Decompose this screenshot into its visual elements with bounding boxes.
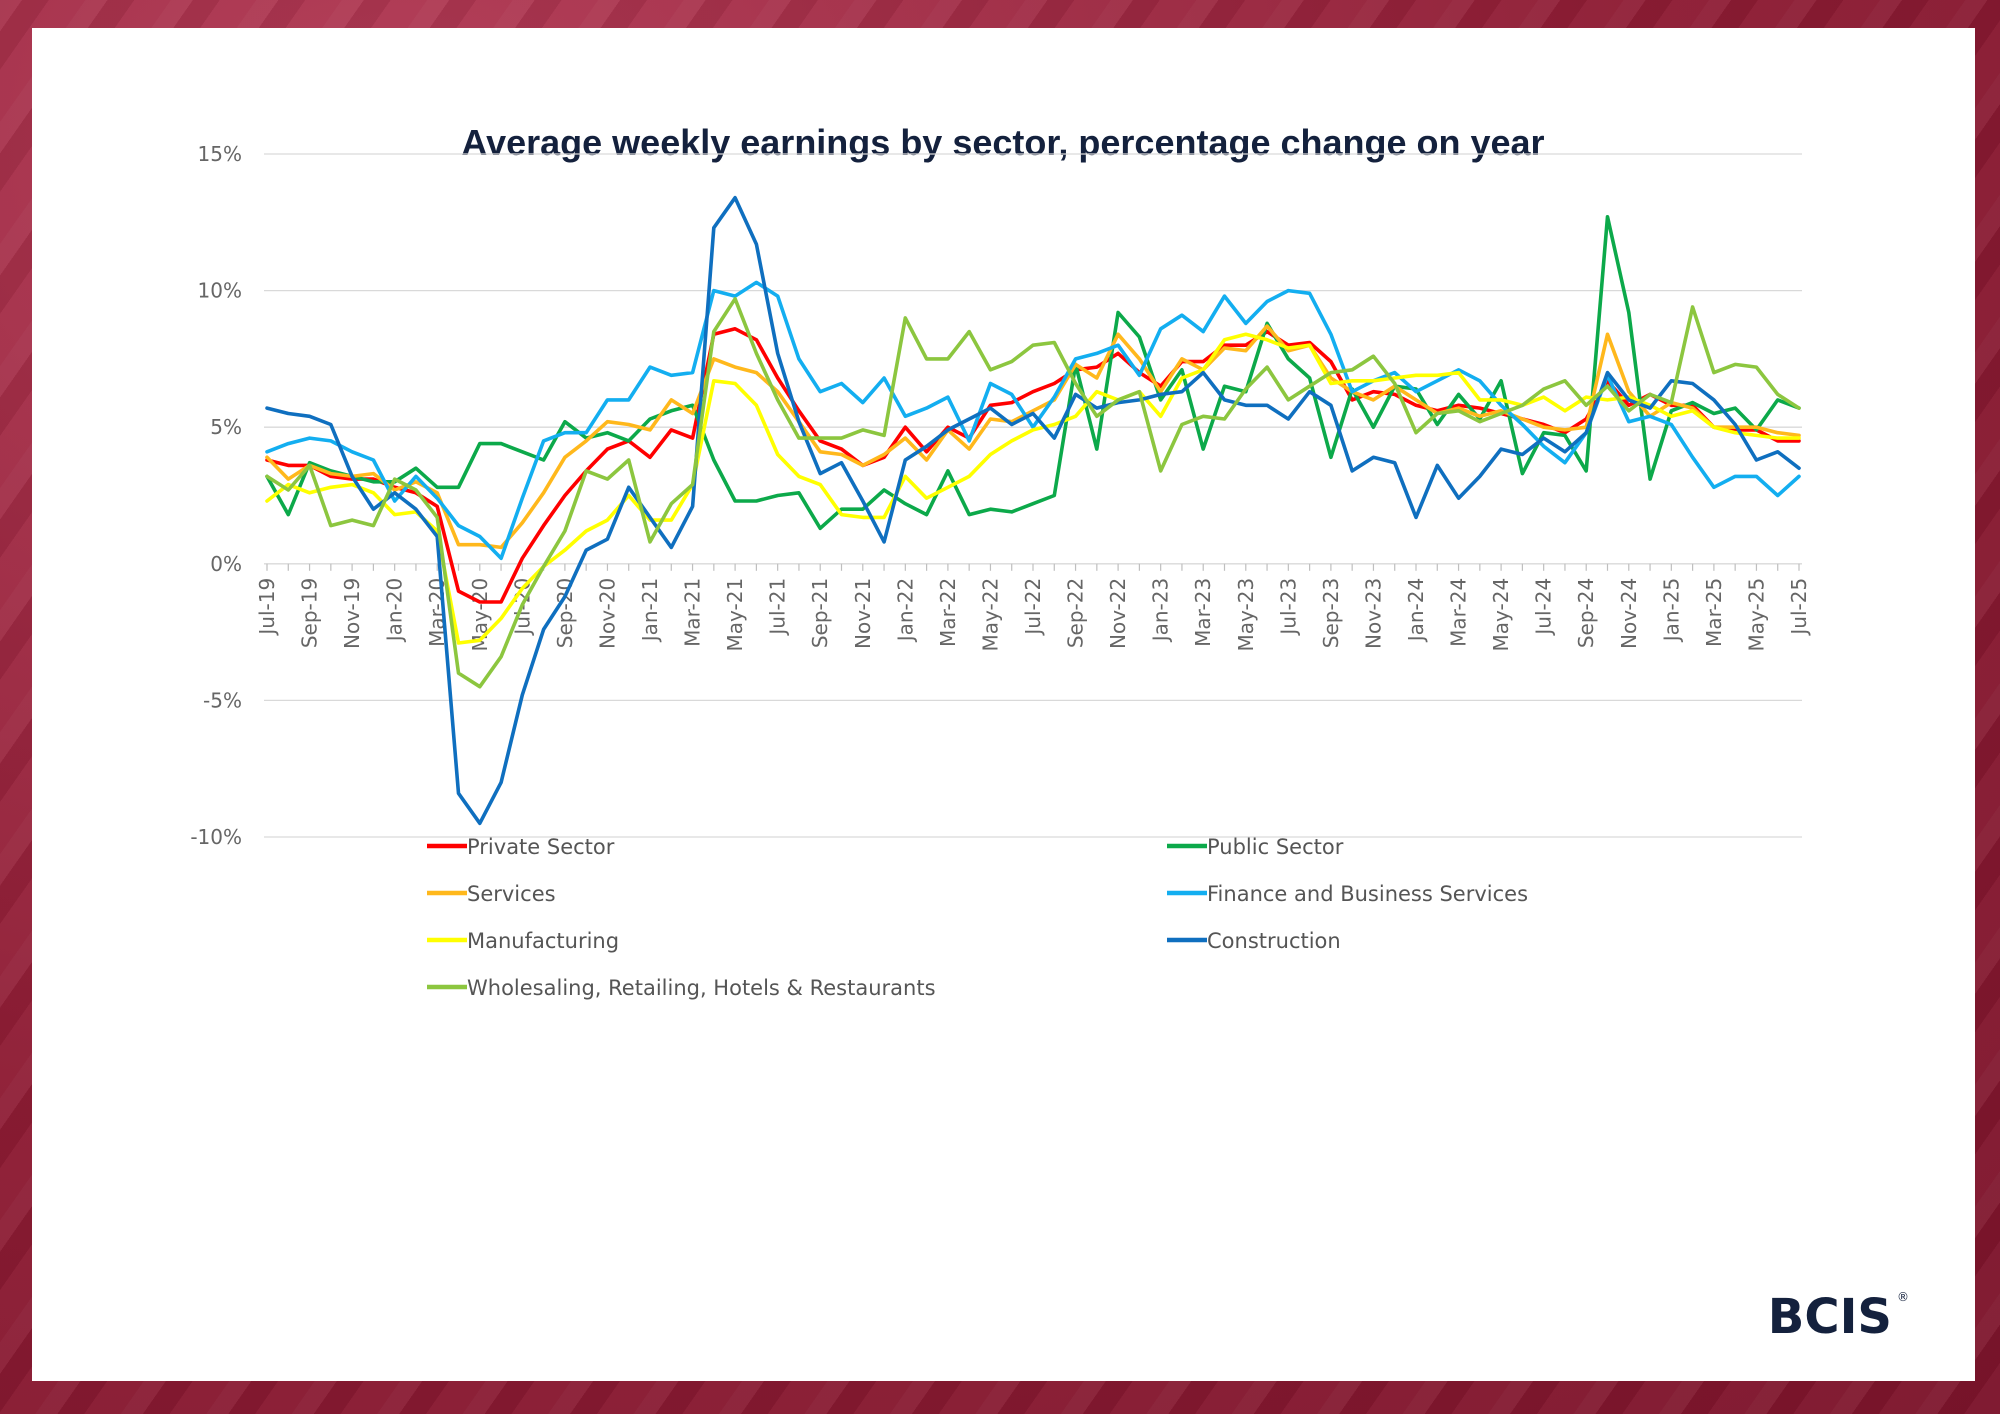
y-axis-ticks: 15% 10% 5% 0% -5% -10% bbox=[190, 142, 242, 849]
legend-item: Public Sector bbox=[1167, 835, 1344, 859]
x-axis-ticks: Jul-19 Sep-19 Nov-19 Jan-20 Mar-20 May-20 Jul-… bbox=[255, 563, 1811, 652]
legend-label: Construction bbox=[1207, 929, 1341, 953]
y-tick-label: 0% bbox=[210, 552, 242, 576]
x-tick-label: Jul-19 bbox=[255, 578, 279, 637]
x-tick-label: Mar-21 bbox=[681, 578, 705, 647]
x-tick-label: May-23 bbox=[1234, 578, 1258, 652]
legend-label: Services bbox=[467, 882, 556, 906]
x-tick-label: Jul-24 bbox=[1532, 578, 1556, 637]
x-tick-label: Nov-23 bbox=[1361, 578, 1385, 649]
x-tick-label: May-25 bbox=[1744, 578, 1768, 652]
y-tick-label: 5% bbox=[210, 415, 242, 439]
x-tick-label: Sep-24 bbox=[1574, 578, 1598, 648]
x-tick-label: May-24 bbox=[1489, 578, 1513, 652]
x-tick-label: Jul-22 bbox=[1021, 578, 1045, 637]
y-tick-label: -10% bbox=[190, 825, 242, 849]
logo-registered-mark: ® bbox=[1897, 1290, 1909, 1304]
x-tick-label: Jan-24 bbox=[1404, 578, 1428, 644]
chart-title: Average weekly earnings by sector, perce… bbox=[461, 122, 1544, 163]
x-tick-label: Mar-24 bbox=[1447, 578, 1471, 647]
legend-label: Wholesaling, Retailing, Hotels & Restaur… bbox=[467, 976, 936, 1000]
x-tick-label: Jul-25 bbox=[1787, 578, 1811, 637]
x-tick-label: Nov-19 bbox=[340, 578, 364, 649]
y-tick-label: 10% bbox=[198, 279, 242, 303]
legend-label: Public Sector bbox=[1207, 835, 1344, 859]
series-line-finance-and-business-services bbox=[265, 280, 1801, 561]
line-chart: Average weekly earnings by sector, perce… bbox=[190, 122, 1909, 1345]
y-tick-label: -5% bbox=[203, 688, 242, 712]
x-tick-label: Jul-23 bbox=[1276, 578, 1300, 637]
x-tick-label: Sep-22 bbox=[1064, 578, 1088, 648]
series-line-private-sector bbox=[265, 327, 1801, 604]
x-tick-label: May-22 bbox=[978, 578, 1002, 652]
legend-item: Private Sector bbox=[427, 835, 615, 859]
series-line-construction bbox=[265, 195, 1801, 826]
legend-label: Private Sector bbox=[467, 835, 615, 859]
legend-item: Manufacturing bbox=[427, 929, 619, 953]
x-tick-label: Jul-21 bbox=[766, 578, 790, 637]
legend: Private Sector Public Sector Services Finan… bbox=[427, 835, 1528, 1000]
legend-item: Services bbox=[427, 882, 556, 906]
x-tick-label: Mar-22 bbox=[936, 578, 960, 647]
y-tick-label: 15% bbox=[198, 142, 242, 166]
series-line-wholesaling-retailing-hotels-restaurants bbox=[265, 297, 1801, 689]
legend-label: Manufacturing bbox=[467, 929, 619, 953]
x-tick-label: Jan-20 bbox=[383, 578, 407, 644]
x-tick-label: Mar-23 bbox=[1191, 578, 1215, 647]
x-tick-label: May-21 bbox=[723, 578, 747, 652]
legend-item: Finance and Business Services bbox=[1167, 882, 1528, 906]
series-line-manufacturing bbox=[265, 332, 1801, 645]
x-tick-label: Sep-21 bbox=[808, 578, 832, 648]
series-layer bbox=[265, 195, 1801, 826]
x-tick-label: Mar-25 bbox=[1702, 578, 1726, 647]
x-tick-label: Sep-23 bbox=[1319, 578, 1343, 648]
chart-card: Average weekly earnings by sector, perce… bbox=[32, 28, 1975, 1381]
x-tick-label: Nov-21 bbox=[851, 578, 875, 649]
x-tick-label: Sep-19 bbox=[298, 578, 322, 648]
legend-label: Finance and Business Services bbox=[1207, 882, 1528, 906]
bcis-logo: BCIS ® bbox=[1768, 1289, 1909, 1345]
x-tick-label: Nov-22 bbox=[1106, 578, 1130, 649]
x-tick-label: Sep-20 bbox=[553, 578, 577, 648]
x-tick-label: Nov-20 bbox=[595, 578, 619, 649]
legend-item: Wholesaling, Retailing, Hotels & Restaur… bbox=[427, 976, 936, 1000]
legend-item: Construction bbox=[1167, 929, 1341, 953]
x-tick-label: Jan-25 bbox=[1659, 578, 1683, 644]
x-tick-label: Jan-22 bbox=[893, 578, 917, 644]
logo-text: BCIS bbox=[1768, 1289, 1892, 1345]
series-line-public-sector bbox=[265, 215, 1801, 531]
grid-layer bbox=[264, 153, 1802, 838]
x-tick-label: Jan-23 bbox=[1149, 578, 1173, 644]
x-tick-label: Jan-21 bbox=[638, 578, 662, 644]
series-line-services bbox=[265, 324, 1801, 550]
x-tick-label: Nov-24 bbox=[1617, 578, 1641, 649]
